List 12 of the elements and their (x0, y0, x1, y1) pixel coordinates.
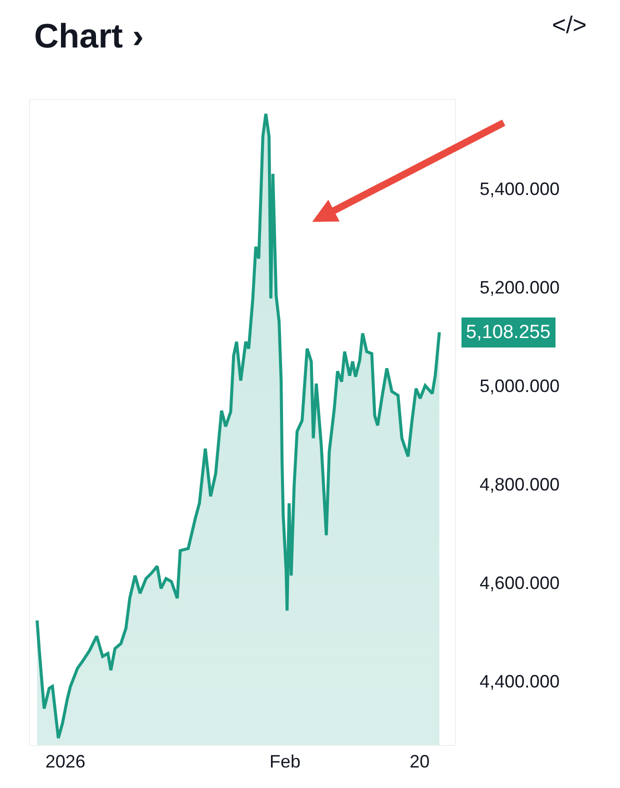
y-tick-label: 5,000.000 (480, 376, 560, 396)
chart-title: Chart › (34, 17, 144, 56)
y-tick-label: 4,800.000 (480, 474, 560, 494)
x-tick-label: Feb (269, 752, 301, 772)
y-tick-label: 5,200.000 (480, 277, 560, 298)
x-tick-label: 20 (410, 752, 430, 772)
y-tick-label: 4,400.000 (480, 671, 560, 692)
data-label: 5,108.255 (466, 322, 551, 343)
y-tick-label: 4,600.000 (480, 572, 560, 593)
y-tick-label: 5,400.000 (480, 178, 560, 199)
text: </> (552, 12, 587, 39)
x-tick-label: 2026 (45, 752, 86, 772)
